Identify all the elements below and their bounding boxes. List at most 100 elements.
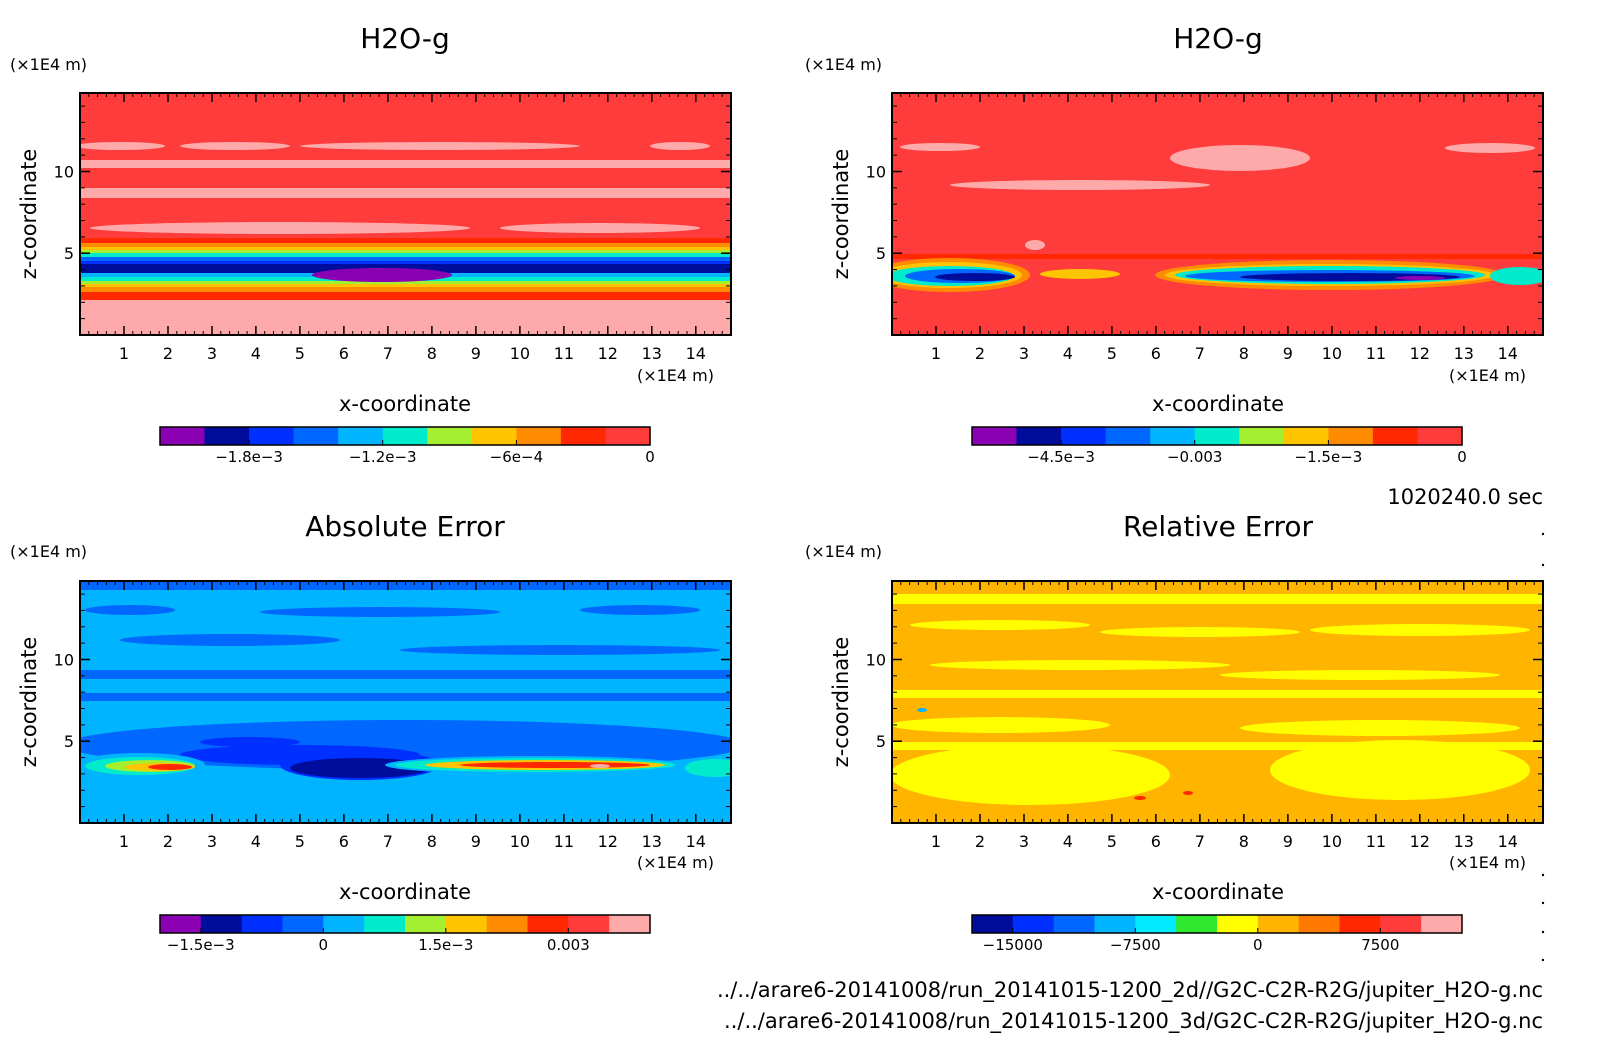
colorbar-segment <box>382 427 428 445</box>
colorbar-frame <box>971 426 1463 446</box>
time-label: 1020240.0 sec <box>1387 485 1543 509</box>
x-tick-label: 7 <box>1195 832 1205 851</box>
x-tick-label: 13 <box>1454 832 1474 851</box>
colorbar-frame <box>971 914 1463 934</box>
x-tick-label: 11 <box>554 344 574 363</box>
x-tick-label: 6 <box>1151 832 1161 851</box>
colorbar-segment <box>405 915 447 933</box>
x-tick-label: 3 <box>207 344 217 363</box>
x-tick-label: 14 <box>1498 344 1518 363</box>
colorbar-segment <box>1150 427 1196 445</box>
x-tick-label: 4 <box>1063 344 1073 363</box>
colorbar-segment <box>1339 915 1381 933</box>
contour-field <box>892 93 1543 335</box>
x-tick-label: 2 <box>163 344 173 363</box>
x-tick-label: 10 <box>1322 344 1342 363</box>
colorbar-segment <box>1194 427 1240 445</box>
colorbar-segment <box>241 915 284 933</box>
x-tick-label: 6 <box>339 832 349 851</box>
y-tick-label: 10 <box>54 651 74 670</box>
x-axis-label: x-coordinate <box>339 880 471 904</box>
x-tick-label: 1 <box>119 344 129 363</box>
colorbar-tick-label: 7500 <box>1361 936 1399 954</box>
x-tick-label: 2 <box>163 832 173 851</box>
colorbar-tick-label: −15000 <box>983 936 1043 954</box>
colorbar-segment <box>445 915 488 933</box>
contour-field <box>80 93 731 335</box>
x-tick-label: 6 <box>1151 344 1161 363</box>
x-tick-label: 13 <box>1454 344 1474 363</box>
y-tick-label: 10 <box>54 163 74 182</box>
colorbar-tick-label: −7500 <box>1110 936 1161 954</box>
colorbar-tick-label: 0 <box>319 936 329 954</box>
y-axis-ticks: 5 10 <box>54 593 731 808</box>
colorbar-tick-label: −6e−4 <box>490 448 543 466</box>
colorbar-segment <box>427 427 473 445</box>
x-tick-label: 4 <box>251 832 261 851</box>
panel-relative-error: Relative Error (×1E4 m) 1 2 3 4 5 6 7 8 9 10 11 12 1… <box>805 510 1544 954</box>
x-tick-label: 8 <box>427 832 437 851</box>
colorbar-segment <box>1328 427 1374 445</box>
x-axis-ticks: 1 2 3 4 5 6 7 8 9 10 11 12 13 14 <box>900 93 1544 363</box>
x-tick-label: 12 <box>1410 344 1430 363</box>
x-tick-label: 7 <box>383 344 393 363</box>
colorbar-segment <box>338 427 384 445</box>
colorbar-segment <box>323 915 365 933</box>
y-axis-label: z-coordinate <box>17 149 41 280</box>
x-tick-label: 3 <box>207 832 217 851</box>
x-tick-label: 6 <box>339 344 349 363</box>
x-tick-label: 14 <box>1498 832 1518 851</box>
x-tick-label: 1 <box>931 832 941 851</box>
colorbar-tick-label: 0 <box>645 448 655 466</box>
y-axis-ticks: 5 10 <box>866 593 1543 808</box>
x-tick-label: 8 <box>427 344 437 363</box>
colorbar-tick-label: 1.5e−3 <box>418 936 473 954</box>
x-tick-label: 9 <box>471 344 481 363</box>
colorbar-segment <box>1372 427 1418 445</box>
x-tick-label: 12 <box>1410 832 1430 851</box>
x-tick-label: 12 <box>598 832 618 851</box>
x-tick-label: 7 <box>1195 344 1205 363</box>
colorbar-segment <box>1257 915 1300 933</box>
colorbar-segment <box>1016 427 1062 445</box>
x-tick-label: 4 <box>251 344 261 363</box>
x-tick-label: 13 <box>642 344 662 363</box>
colorbar-segment <box>1298 915 1341 933</box>
colorbar-segment <box>1061 427 1107 445</box>
colorbar-segment <box>516 427 562 445</box>
contour-field <box>80 581 731 823</box>
y-axis-label: z-coordinate <box>829 637 853 768</box>
colorbar-frame <box>159 914 651 934</box>
colorbar-segment <box>1094 915 1136 933</box>
x-tick-label: 9 <box>471 832 481 851</box>
panel-title: H2O-g <box>360 22 450 55</box>
colorbar-segment <box>200 915 243 933</box>
x-tick-label: 11 <box>554 832 574 851</box>
colorbar-segment <box>249 427 295 445</box>
y-unit-label: (×1E4 m) <box>10 55 87 74</box>
x-tick-label: 12 <box>598 344 618 363</box>
y-unit-label: (×1E4 m) <box>10 542 87 561</box>
x-tick-label: 5 <box>295 832 305 851</box>
colorbar-segment <box>1380 915 1422 933</box>
colorbar-segment <box>1283 427 1329 445</box>
y-axis-ticks: 5 10 <box>54 105 731 320</box>
x-tick-label: 1 <box>119 832 129 851</box>
colorbar-segment <box>293 427 339 445</box>
colorbar-segment <box>568 915 610 933</box>
colorbar-tick-label: −1.2e−3 <box>349 448 417 466</box>
x-tick-label: 5 <box>1107 344 1117 363</box>
colorbar-segment <box>605 427 651 445</box>
y-axis-label: z-coordinate <box>829 149 853 280</box>
colorbar-tick-label: 0.003 <box>547 936 590 954</box>
y-tick-label: 10 <box>866 651 886 670</box>
y-tick-label: 5 <box>876 244 886 263</box>
colorbar: −1.8e−3 −1.2e−3 −6e−4 0 <box>159 426 655 466</box>
x-tick-label: 14 <box>686 832 706 851</box>
y-tick-label: 10 <box>866 163 886 182</box>
panel-absolute-error: Absolute Error (×1E4 m) <box>10 510 732 954</box>
y-axis-label: z-coordinate <box>17 637 41 768</box>
colorbar-segment <box>560 427 606 445</box>
colorbar-segment <box>1421 915 1463 933</box>
